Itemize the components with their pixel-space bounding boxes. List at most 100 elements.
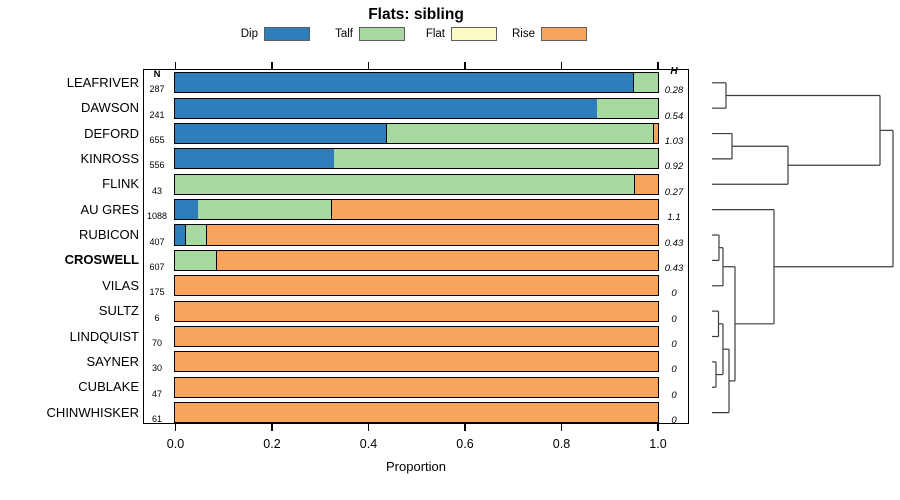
site-label: SULTZ	[98, 303, 139, 319]
bar-segment-talf	[386, 123, 654, 144]
tick-top	[464, 62, 466, 69]
n-value: 556	[149, 160, 165, 171]
n-value: 6	[154, 312, 160, 323]
bar-segment-talf	[175, 174, 635, 194]
h-value: 0	[671, 288, 677, 300]
n-value: 43	[151, 185, 162, 196]
h-value: 0.28	[664, 85, 684, 97]
legend-label-dip: Dip	[240, 28, 258, 40]
bar-segment-rise	[175, 352, 658, 372]
site-label: FLINK	[102, 176, 139, 192]
n-value: 287	[149, 84, 165, 95]
bar-segment-dip	[175, 225, 186, 245]
h-value: 0.92	[664, 161, 684, 173]
n-value: 1088	[146, 211, 168, 222]
x-tick-label: 0.8	[552, 437, 571, 451]
h-value: 0.43	[664, 262, 684, 274]
bar-segment-rise	[175, 301, 658, 321]
stacked-bar	[174, 249, 660, 271]
tick-top	[271, 62, 273, 69]
stacked-bar	[174, 122, 660, 145]
h-value: 1.03	[664, 136, 684, 148]
n-value: 607	[149, 261, 165, 272]
bar-segment-talf	[198, 200, 332, 220]
stacked-bar	[174, 224, 660, 246]
stacked-bar	[174, 173, 660, 195]
site-label: LEAFRIVER	[66, 74, 139, 90]
h-value: 0.43	[664, 237, 684, 249]
segment-divider	[197, 200, 199, 220]
tick-top	[174, 62, 177, 69]
chart-title: Flats: sibling	[368, 6, 464, 23]
bar-segment-talf	[334, 149, 658, 169]
bar-segment-talf	[597, 98, 658, 118]
stacked-bar	[174, 148, 660, 170]
legend-swatch-rise	[541, 27, 587, 41]
site-label: LINDQUIST	[69, 328, 139, 344]
n-value: 175	[149, 287, 165, 298]
bar-segment-rise	[175, 326, 658, 347]
stacked-bar	[174, 325, 660, 348]
x-tick-label: 0.4	[359, 437, 378, 451]
site-label: CUBLAKE	[78, 379, 139, 395]
stacked-bar	[174, 275, 660, 297]
h-value: 1.1	[667, 212, 681, 224]
site-label: DAWSON	[80, 100, 139, 116]
bar-segment-rise	[175, 377, 658, 397]
x-axis-title: Proportion	[386, 459, 446, 474]
bar-segment-dip	[175, 98, 598, 118]
stacked-bar	[174, 300, 660, 322]
legend-label-flat: Flat	[425, 28, 445, 40]
bar-segment-dip	[175, 149, 335, 169]
segment-divider	[385, 123, 388, 144]
n-value: 61	[151, 414, 162, 425]
bar-segment-rise	[216, 250, 658, 270]
h-value: 0.54	[664, 110, 684, 122]
h-value: 0.27	[664, 186, 684, 198]
h-value: 0	[671, 415, 677, 427]
tick-bottom	[560, 424, 563, 431]
segment-divider	[205, 225, 208, 245]
n-value: 47	[151, 388, 162, 399]
tick-top	[657, 62, 659, 69]
x-tick-label: 0.0	[166, 437, 185, 451]
site-label: VILAS	[102, 277, 139, 293]
tick-bottom	[464, 424, 466, 431]
segment-divider	[632, 73, 635, 93]
legend-label-rise: Rise	[511, 28, 535, 40]
segment-divider	[596, 98, 599, 118]
site-label: KINROSS	[80, 150, 139, 166]
bar-segment-rise	[634, 174, 658, 194]
x-tick-label: 0.2	[263, 437, 281, 451]
n-value: 655	[149, 135, 165, 146]
n-value: 30	[151, 363, 162, 374]
bar-segment-dip	[175, 200, 199, 220]
n-column-header: N	[153, 69, 161, 80]
tick-bottom	[174, 424, 177, 431]
stacked-bar	[174, 351, 660, 373]
h-value: 0	[671, 339, 677, 350]
bar-segment-dip	[175, 123, 387, 144]
n-value: 241	[149, 109, 165, 120]
h-value: 0	[671, 313, 677, 325]
site-label: DEFORD	[84, 125, 139, 141]
h-column-header: H	[670, 66, 678, 77]
legend-swatch-talf	[359, 27, 405, 41]
bar-segment-talf	[175, 250, 217, 270]
site-label: CROSWELL	[64, 252, 139, 268]
bar-segment-dip	[175, 73, 634, 93]
segment-divider	[333, 149, 336, 169]
h-value: 0	[671, 364, 677, 376]
site-label: CHINWHISKER	[46, 404, 139, 420]
tick-top	[560, 62, 563, 69]
bar-segment-talf	[185, 225, 207, 245]
bar-segment-rise	[206, 225, 658, 245]
legend-swatch-dip	[264, 27, 310, 41]
stacked-bar	[174, 97, 660, 119]
stacked-bar	[174, 72, 660, 94]
tick-bottom	[367, 424, 370, 431]
site-label: RUBICON	[79, 227, 139, 243]
bar-segment-rise	[175, 403, 658, 423]
